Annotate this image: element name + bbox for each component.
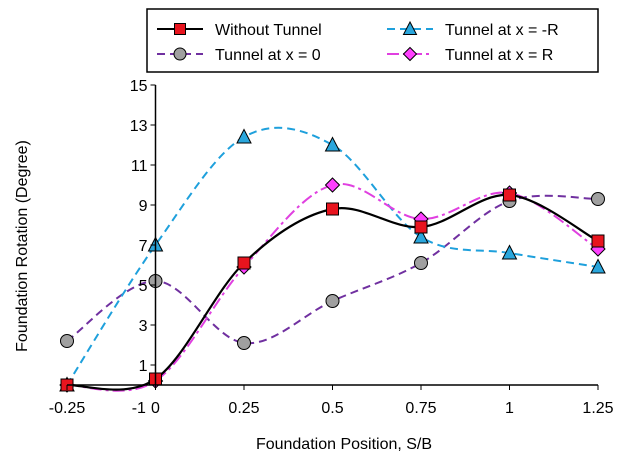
x-tick-label: 1 [505, 400, 514, 417]
data-point [503, 188, 516, 202]
data-point [414, 256, 428, 270]
legend-label: Tunnel at x = 0 [215, 47, 321, 64]
x-tick-label: 0 [151, 400, 160, 417]
legend-label: Tunnel at x = R [445, 47, 553, 64]
legend-marker [402, 20, 418, 35]
y-axis-title: Foundation Rotation (Degree) [14, 140, 31, 352]
y-tick-label: 15 [130, 78, 148, 95]
data-point [60, 334, 74, 348]
data-point [413, 228, 429, 244]
data-point [590, 258, 606, 274]
x-tick-label: -0.25 [49, 400, 86, 417]
legend-marker [173, 47, 187, 61]
y-tick-label: 5 [139, 278, 148, 295]
y-tick-label: 7 [139, 238, 148, 255]
y-tick-label: 13 [130, 118, 148, 135]
legend-entry: Tunnel at x = -R [387, 20, 559, 39]
legend-marker [402, 46, 418, 62]
data-point [414, 220, 428, 234]
y-tick-label: 11 [131, 158, 148, 175]
legend-entry: Without Tunnel [157, 22, 322, 39]
legend-box [146, 8, 599, 73]
legend-entry: Tunnel at x = R [387, 46, 553, 64]
y-tick-label: 1 [139, 358, 148, 375]
y-tick-label: 9 [139, 198, 148, 215]
y-tick-label: 3 [139, 318, 148, 335]
x-tick-label: 0.75 [405, 400, 436, 417]
data-point [591, 234, 605, 248]
data-point [237, 336, 251, 350]
data-point [501, 244, 518, 260]
legend: Without Tunnel Tunnel at x = -R Tunnel at … [146, 8, 599, 73]
x-tick-label: 0.5 [321, 400, 343, 417]
legend-entry: Tunnel at x = 0 [157, 47, 321, 64]
data-point [236, 128, 252, 144]
x-tick-label: -1 [132, 400, 146, 417]
data-point [591, 192, 605, 206]
legend-marker [174, 23, 186, 35]
data-point [326, 202, 339, 216]
legend-label: Tunnel at x = -R [445, 22, 559, 39]
data-point [325, 294, 340, 308]
data-point [237, 256, 251, 270]
data-point [324, 177, 341, 193]
x-axis-title: Foundation Position, S/B [256, 436, 432, 453]
legend-label: Without Tunnel [215, 22, 322, 39]
data-point [324, 136, 341, 152]
x-tick-label: 1.25 [582, 400, 613, 417]
x-tick-label: 0.25 [228, 400, 259, 417]
